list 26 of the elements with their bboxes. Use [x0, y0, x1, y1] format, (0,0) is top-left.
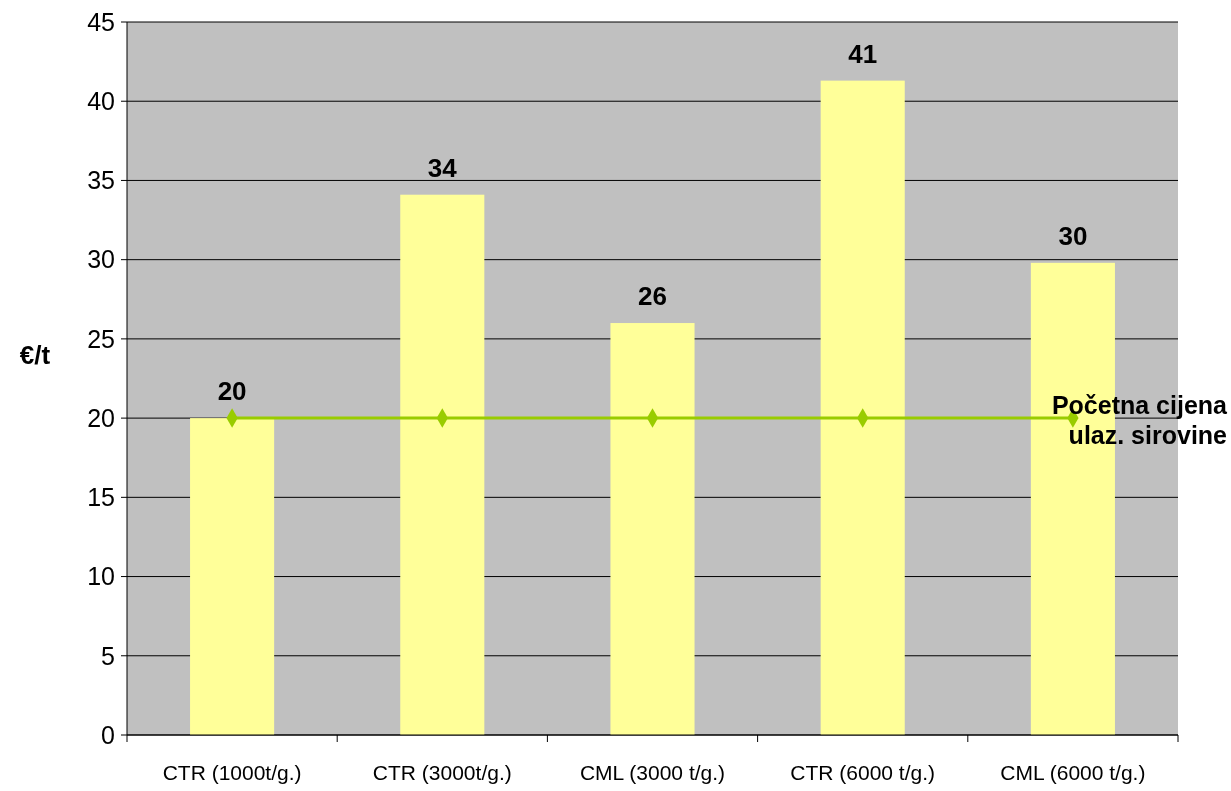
- data-label: 30: [1058, 220, 1088, 251]
- y-tick-label: 10: [87, 562, 115, 591]
- y-tick-label: 5: [101, 641, 115, 670]
- data-label: 41: [848, 38, 878, 69]
- y-tick-label: 0: [101, 720, 115, 749]
- y-tick-label: 20: [87, 403, 115, 432]
- y-tick-label: 45: [87, 7, 115, 36]
- x-tick-label: CML (6000 t/g.): [1000, 761, 1146, 784]
- x-tick-label: CML (3000 t/g.): [579, 761, 726, 784]
- bar: [400, 194, 485, 735]
- series-label: Početna cijena ulaz. sirovine: [1051, 391, 1229, 450]
- bar: [190, 418, 275, 735]
- y-tick-label: 30: [87, 245, 115, 274]
- data-label: 26: [638, 281, 667, 312]
- bar: [610, 323, 695, 735]
- y-tick-label: 25: [87, 324, 115, 353]
- x-tick-label: CTR (6000 t/g.): [790, 761, 936, 784]
- bar: [820, 80, 905, 735]
- data-label: 20: [217, 376, 247, 407]
- x-tick-label: CTR (3000t/g.): [372, 761, 512, 784]
- y-tick-label: 35: [87, 166, 115, 195]
- x-tick-label: CTR (1000t/g.): [162, 761, 302, 784]
- y-tick-label: 40: [87, 86, 115, 115]
- y-axis-title: €/t: [19, 340, 51, 371]
- y-tick-label: 15: [87, 483, 115, 512]
- data-label: 34: [427, 152, 458, 183]
